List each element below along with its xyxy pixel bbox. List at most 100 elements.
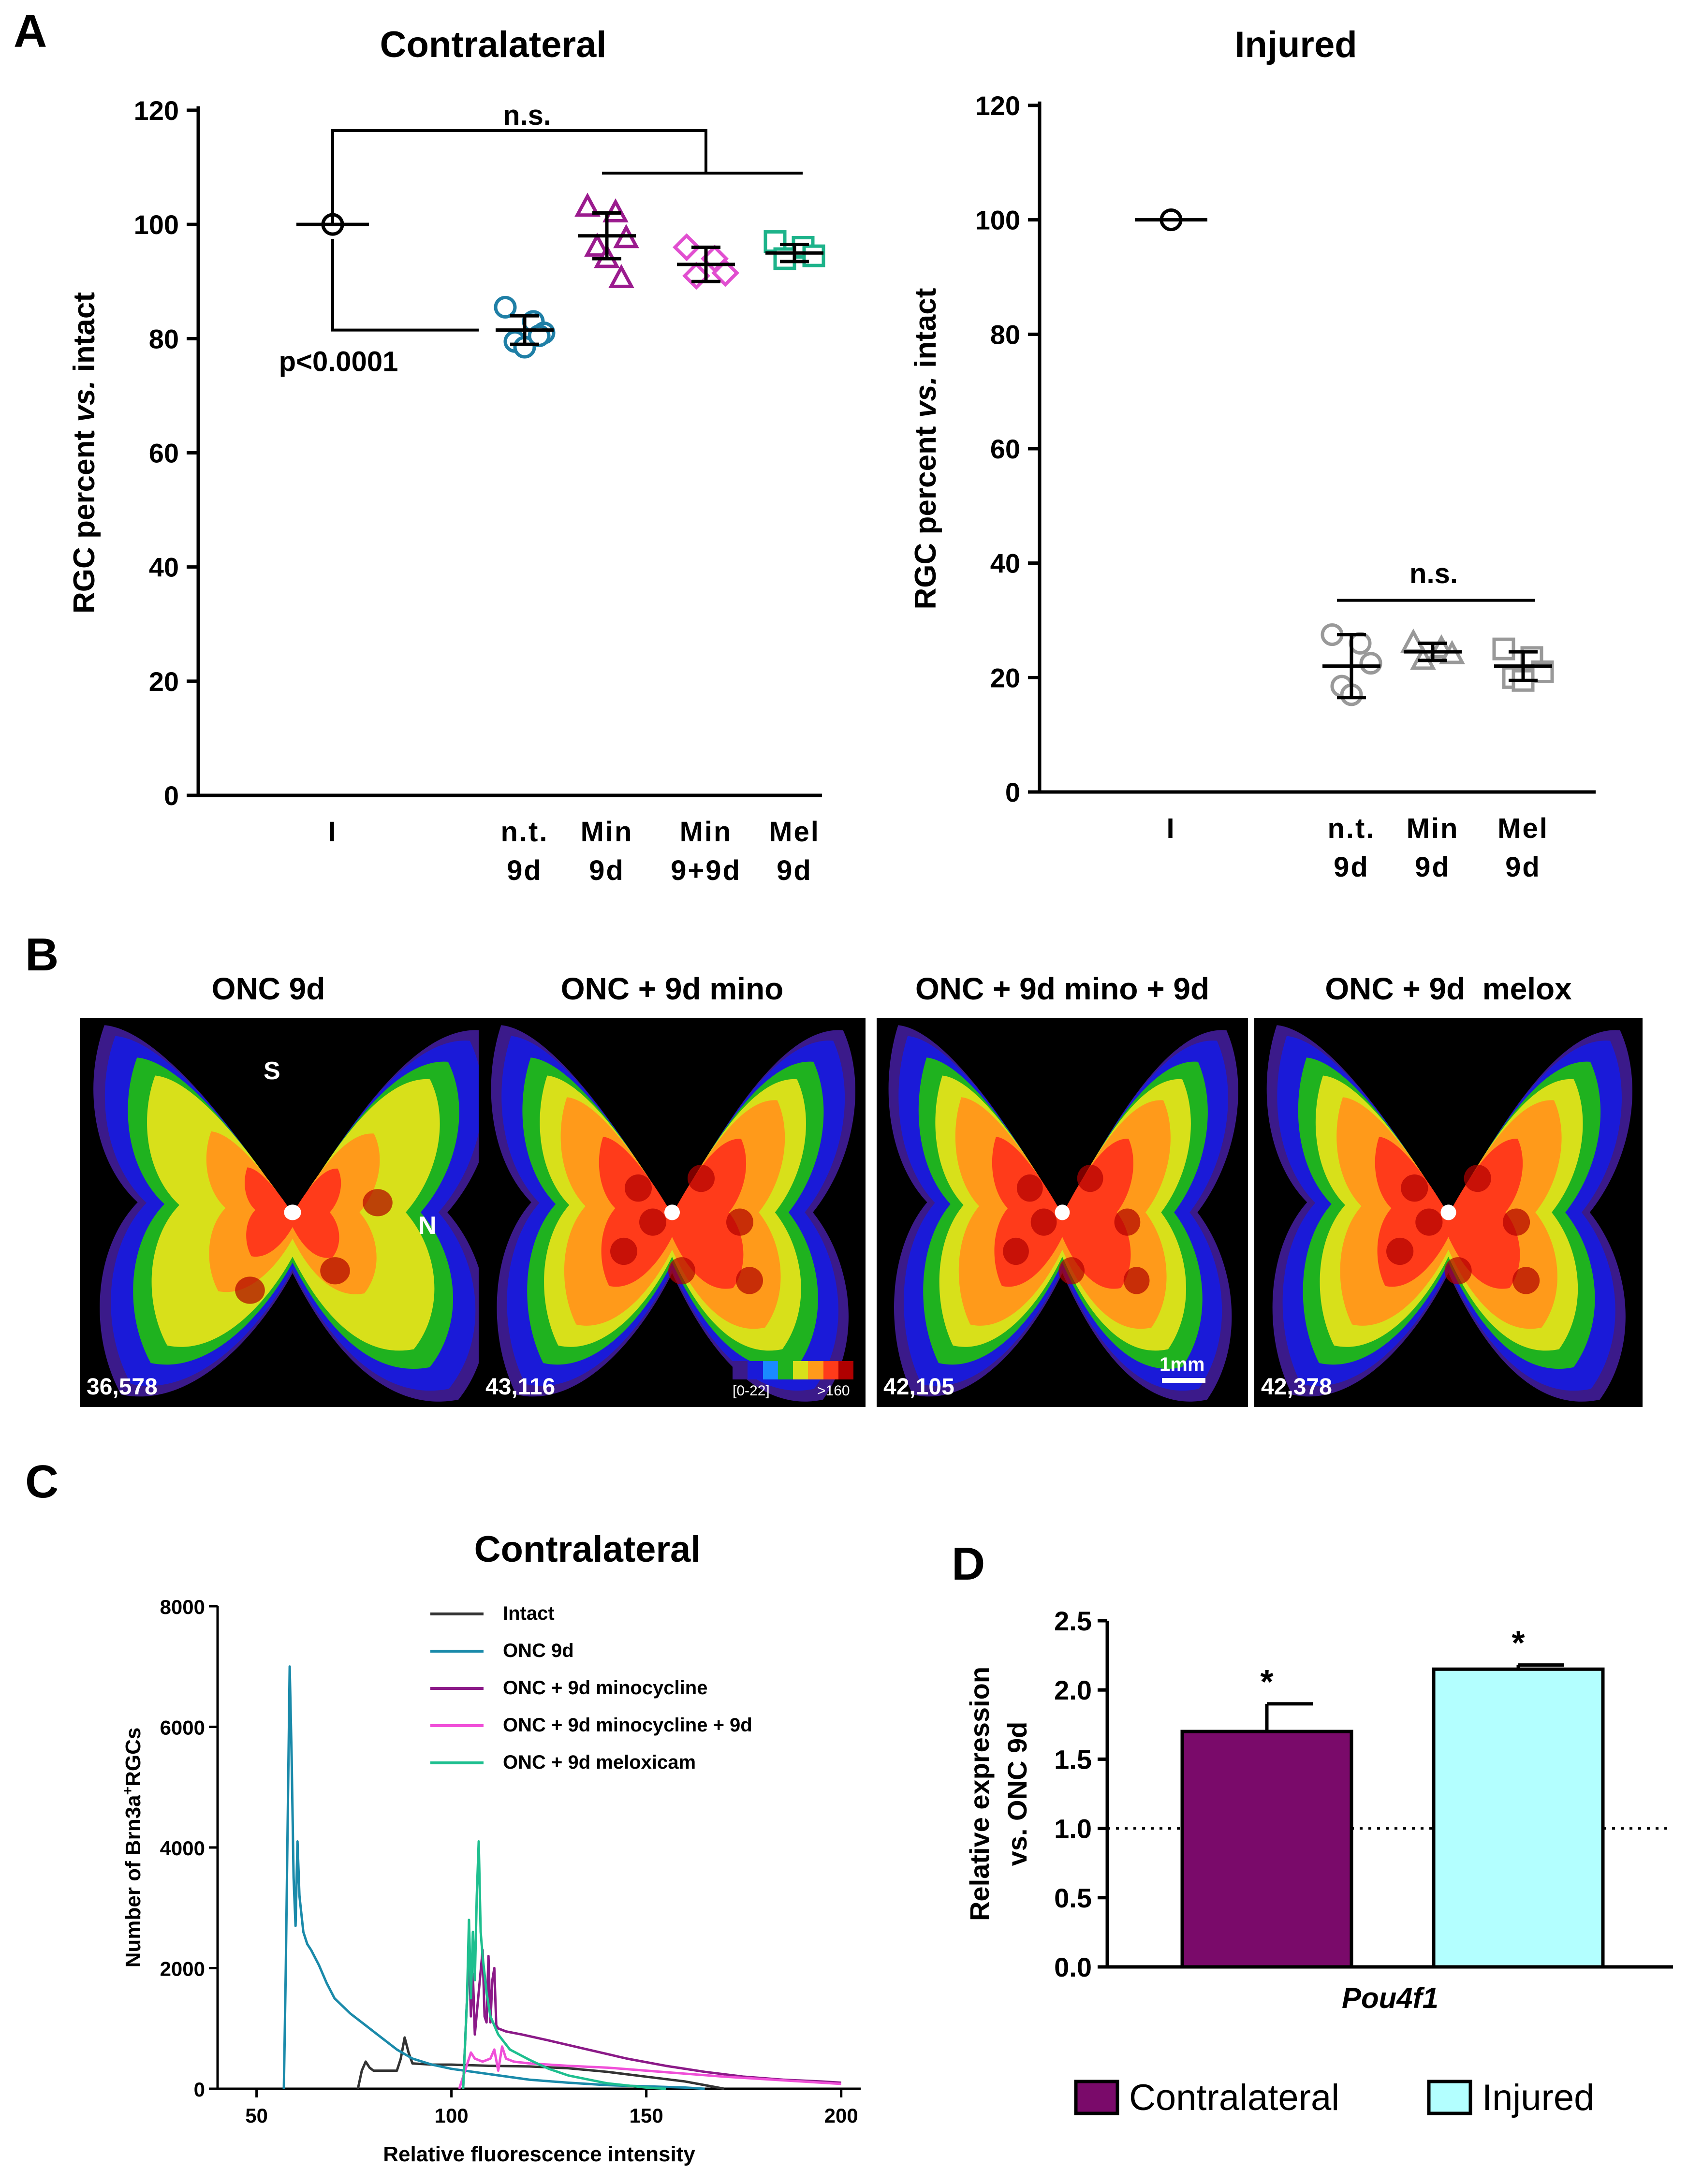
data-point [673,233,701,262]
scale-bar-label: 1mm [1160,1354,1205,1375]
colorbar-swatch [823,1361,838,1379]
x-category-label: 9d [1415,851,1451,883]
retina-rgc-count: 36,578 [87,1374,158,1400]
data-point [1492,637,1515,660]
y-axis-label: RGC percent vs. intact [909,288,942,610]
retina-heatmap-drawing [888,1025,1238,1402]
retina-hotspot [1502,1208,1530,1236]
retina-hotspot [1030,1208,1057,1236]
x-category-label: 9d [777,855,812,886]
panel-letter-c: C [25,1456,59,1508]
retina-heatmap-drawing [1266,1025,1632,1402]
data-point [574,192,601,217]
ns-label: n.s. [503,100,551,131]
retina-hotspot [688,1164,715,1192]
retina-title: ONC + 9d melox [1325,971,1572,1006]
legend-label: ONC 9d [503,1640,574,1661]
data-point [802,244,825,267]
x-tick-label: 50 [245,2104,268,2127]
chart-c-histogram: Contralateral 0 2000 4000 6000 8000 50 100 150 20… [120,1529,861,2166]
y-axis-label-part: RGCs [121,1728,145,1787]
data-point [494,295,517,319]
optic-disc [284,1204,301,1220]
retina-title: ONC + 9d mino + 9d [915,971,1210,1006]
retina-hotspot [1386,1237,1414,1265]
y-axis-label-part: Number of Brn3a [121,1795,145,1967]
data-point [1359,652,1382,675]
y-tick-label: 2.5 [1054,1606,1092,1636]
optic-disc [1440,1204,1456,1220]
bar [1432,1667,1605,1969]
y-tick-label: 20 [149,666,179,697]
y-tick-label: 0.0 [1054,1952,1092,1982]
retina-hotspot [363,1189,393,1217]
y-tick-label: 40 [990,548,1020,579]
series-line [462,1840,666,2090]
bar [1180,1730,1353,1969]
x-category-label: I [328,816,337,848]
retina-hotspot [668,1257,695,1285]
retina-heatmap-drawing [491,1025,856,1402]
retina-hotspot [1077,1164,1103,1192]
retina-hotspot [1464,1164,1491,1192]
colorbar-low-label: [0-22] [733,1383,770,1399]
optic-disc [664,1204,680,1220]
y-axis-label-part: vs. [909,376,942,418]
y-tick-label: 1.0 [1054,1814,1092,1844]
x-category-label: 9d [1334,851,1369,883]
retina-map: 42,378 [1254,1018,1643,1407]
y-tick-label: 6000 [160,1716,205,1739]
x-axis-label: Pou4f1 [1342,1982,1438,2014]
y-axis-label-part: vs. [68,381,101,422]
retina-hotspot [1114,1208,1141,1236]
x-category-label: Mel [1497,813,1549,844]
retina-hotspot [235,1276,265,1304]
retina-hotspot [1058,1257,1085,1285]
retina-title: ONC 9d [211,971,325,1006]
y-axis-label: vs. ONC 9d [1002,1722,1032,1866]
data-point [1349,631,1372,655]
legend-label: Contralateral [1129,2077,1339,2118]
retina-density-layer [245,1167,341,1258]
orientation-superior: S [264,1057,280,1085]
y-axis-label-part: RGC percent [68,422,101,614]
x-category-label: 9d [589,855,625,886]
legend-label: Injured [1482,2077,1594,2118]
y-tick-label: 120 [975,90,1020,121]
legend-label: ONC + 9d minocycline + 9d [503,1715,752,1736]
colorbar-swatch [808,1361,823,1379]
panel-letter-b: B [25,929,59,981]
colorbar-swatch [733,1361,748,1379]
y-tick-label: 2.0 [1054,1675,1092,1705]
x-category-label: 9+9d [671,855,741,886]
y-axis-label-part: intact [909,288,942,377]
y-tick-label: 0 [194,2078,205,2101]
x-category-label: 9d [1505,851,1541,883]
retina-title: ONC + 9d mino [560,971,784,1006]
series-line [462,1949,841,2089]
x-axis-label: Relative fluorescence intensity [383,2142,695,2166]
series-line [458,2045,841,2089]
legend-label: ONC + 9d minocycline [503,1677,707,1699]
series-line [282,1665,705,2090]
ns-bracket [331,129,707,223]
x-category-label: Min [1407,813,1459,844]
y-tick-label: 0.5 [1054,1883,1092,1913]
y-axis-label-part: RGC percent [909,418,942,609]
retina-heatmap-drawing [93,1025,494,1402]
legend-label: Intact [503,1603,555,1624]
y-axis-label-part: + [120,1787,136,1795]
optic-disc [1055,1204,1070,1220]
colorbar-swatch [838,1361,853,1379]
panel-letter-d: D [952,1538,985,1590]
y-tick-label: 60 [990,434,1020,464]
chart-title: Contralateral [380,24,607,65]
y-tick-label: 2000 [160,1958,205,1980]
retina-hotspot [1123,1267,1150,1294]
retina-hotspot [726,1208,753,1236]
x-category-label: n.t. [1328,813,1376,844]
retina-hotspot [639,1208,666,1236]
x-category-label: Min [581,816,633,848]
retina-map: 43,116 [0-22] >160 [479,1018,866,1407]
chart-title: Injured [1234,24,1357,65]
